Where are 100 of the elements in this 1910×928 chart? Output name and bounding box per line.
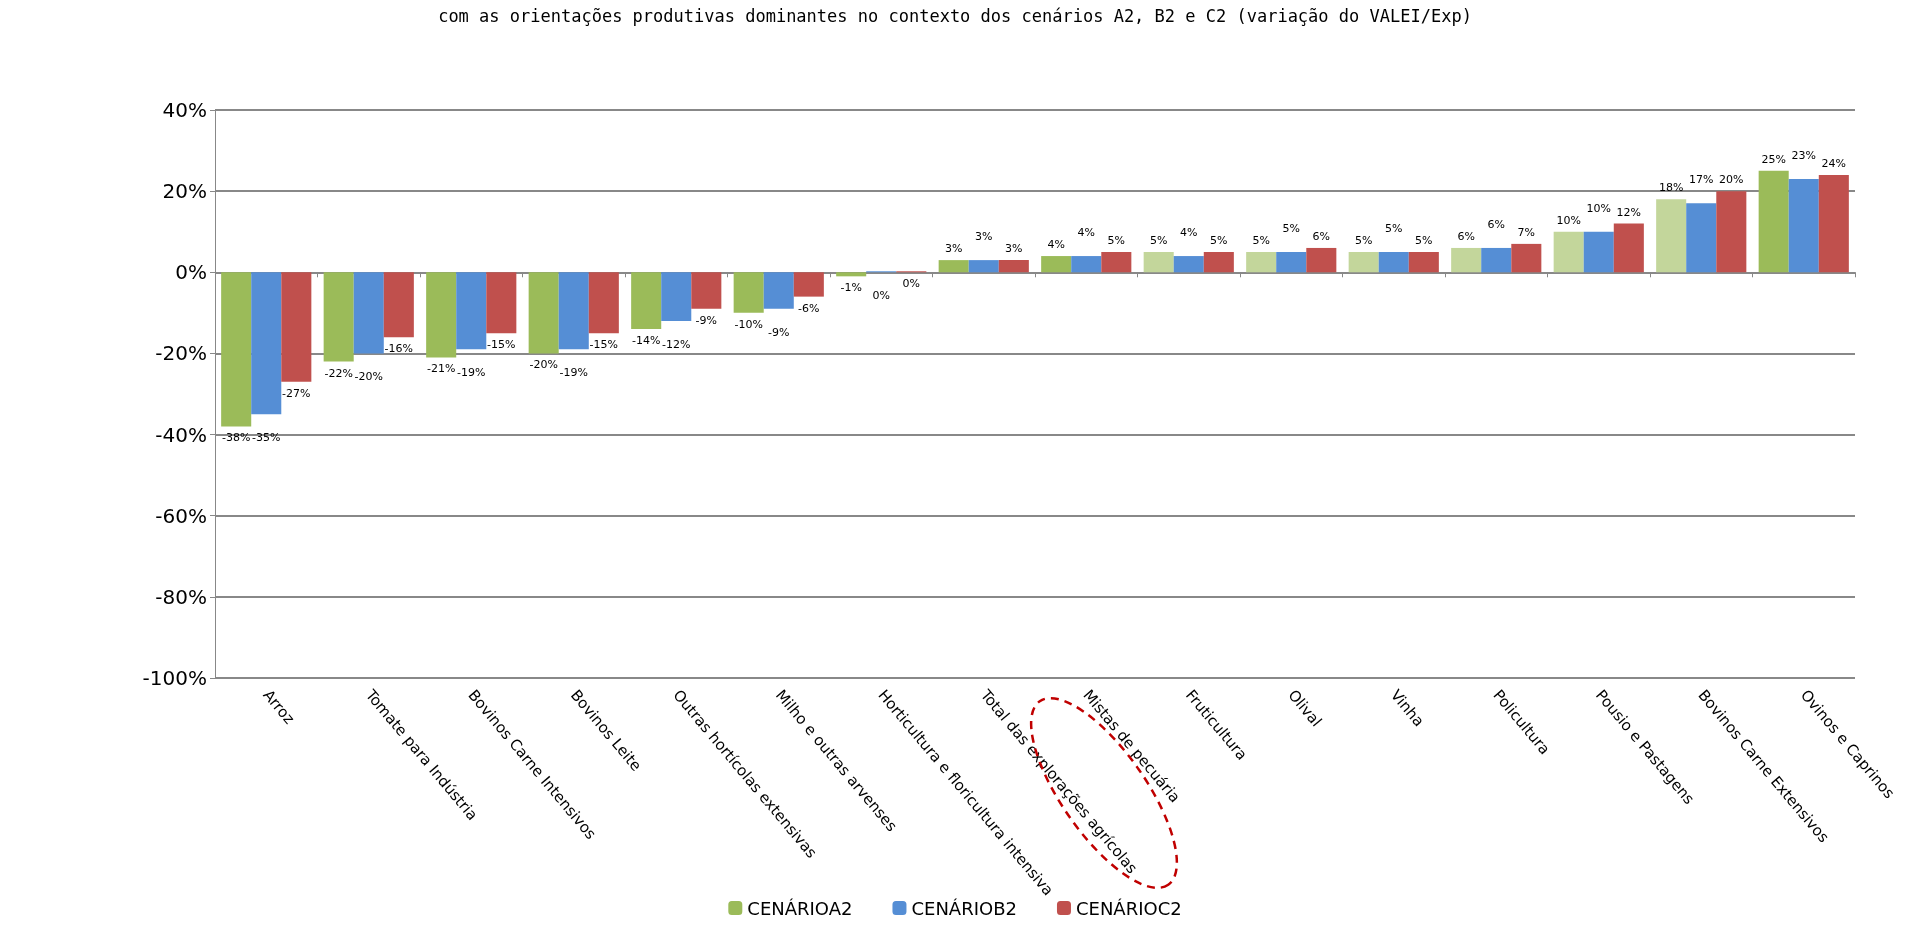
bar: [1656, 199, 1687, 273]
bar: [1306, 247, 1337, 273]
data-label: -9%: [768, 325, 790, 339]
bar: [1173, 256, 1204, 273]
data-label: 3%: [975, 230, 993, 244]
data-label: 6%: [1457, 229, 1475, 243]
bar: [763, 272, 794, 309]
bar: [1246, 252, 1277, 273]
bar: [528, 272, 559, 354]
bar: [281, 272, 312, 382]
legend-label: CENÁRIOC2: [1075, 897, 1182, 919]
bar: [1203, 252, 1234, 273]
data-label: -20%: [529, 358, 558, 372]
bar: [793, 272, 824, 297]
bar: [1451, 247, 1482, 273]
bar: [691, 272, 722, 309]
bar: [1481, 247, 1512, 273]
bar: [631, 272, 662, 330]
bar: [1758, 170, 1789, 273]
data-label: 5%: [1282, 222, 1300, 235]
data-label: 18%: [1658, 181, 1684, 195]
y-tick-label: -20%: [155, 341, 207, 366]
data-label: 25%: [1761, 152, 1786, 166]
data-label: -15%: [487, 338, 516, 352]
bar: [1511, 243, 1542, 273]
data-label: -9%: [695, 313, 718, 327]
data-label: 6%: [1487, 217, 1505, 231]
data-label: 5%: [1354, 234, 1373, 247]
bar: [1613, 223, 1644, 273]
y-tick-label: -80%: [155, 584, 207, 609]
bar: [661, 272, 692, 321]
bar: [998, 260, 1029, 273]
data-label: -38%: [221, 431, 251, 445]
data-label: -35%: [252, 431, 281, 445]
y-tick-label: -40%: [155, 422, 207, 447]
data-label: 5%: [1252, 234, 1270, 247]
data-label: 10%: [1586, 201, 1611, 215]
y-tick-label: -100%: [142, 666, 207, 690]
bar: [426, 272, 457, 358]
data-label: 6%: [1312, 229, 1331, 243]
bar: [836, 272, 867, 277]
data-label: -27%: [282, 386, 311, 400]
y-tick-label: 0%: [175, 260, 207, 285]
data-label: -21%: [426, 362, 456, 376]
bar: [1101, 252, 1132, 273]
data-label: -6%: [798, 301, 820, 315]
bar: [221, 272, 252, 427]
data-label: -1%: [840, 281, 862, 295]
bar: [968, 260, 999, 273]
bar: [1818, 174, 1849, 273]
data-label: 0%: [902, 277, 921, 291]
data-label: 3%: [1005, 242, 1023, 256]
data-label: -10%: [734, 317, 763, 331]
bar: [1378, 252, 1409, 273]
data-label: -19%: [559, 366, 588, 380]
data-label: 5%: [1385, 222, 1403, 235]
bar: [323, 272, 354, 362]
data-label: -12%: [662, 337, 691, 351]
bar: [1686, 203, 1717, 273]
bar: [1583, 231, 1614, 273]
bar: [558, 272, 589, 350]
data-label: -14%: [631, 334, 661, 348]
bar: [1041, 256, 1072, 273]
bar: [1143, 252, 1174, 273]
bar: [1071, 256, 1102, 273]
data-label: 17%: [1689, 173, 1714, 187]
bar: [588, 272, 619, 334]
data-label: 7%: [1517, 225, 1536, 239]
data-label: 12%: [1616, 205, 1642, 219]
bar: [251, 272, 282, 415]
data-label: -20%: [354, 370, 383, 384]
bar: [1348, 252, 1379, 273]
bar: [1788, 178, 1819, 273]
bar: [486, 272, 517, 334]
data-label: -19%: [457, 366, 486, 380]
bar: [1408, 252, 1439, 273]
bar: [938, 260, 969, 273]
data-label: 3%: [944, 242, 963, 256]
data-label: 5%: [1415, 234, 1433, 247]
data-label: -22%: [324, 366, 353, 380]
data-label: 5%: [1210, 234, 1228, 247]
y-tick-label: 20%: [162, 179, 207, 204]
bar: [383, 272, 414, 338]
data-label: -15%: [589, 338, 619, 352]
data-label: -16%: [384, 342, 414, 356]
y-tick-label: 40%: [162, 98, 207, 122]
data-label: 5%: [1107, 234, 1126, 247]
data-label: 5%: [1149, 234, 1168, 247]
bar: [353, 272, 384, 354]
data-label: 23%: [1791, 148, 1816, 162]
data-label: 20%: [1719, 173, 1744, 187]
data-label: 4%: [1180, 226, 1198, 240]
bar: [733, 272, 764, 313]
bar: [1716, 191, 1747, 273]
data-label: 0%: [872, 289, 890, 303]
bar: [1553, 231, 1584, 273]
bar: [1276, 252, 1307, 273]
legend-label: CENÁRIOA2: [747, 897, 853, 919]
data-label: 4%: [1047, 238, 1065, 252]
y-tick-label: -60%: [155, 503, 207, 528]
